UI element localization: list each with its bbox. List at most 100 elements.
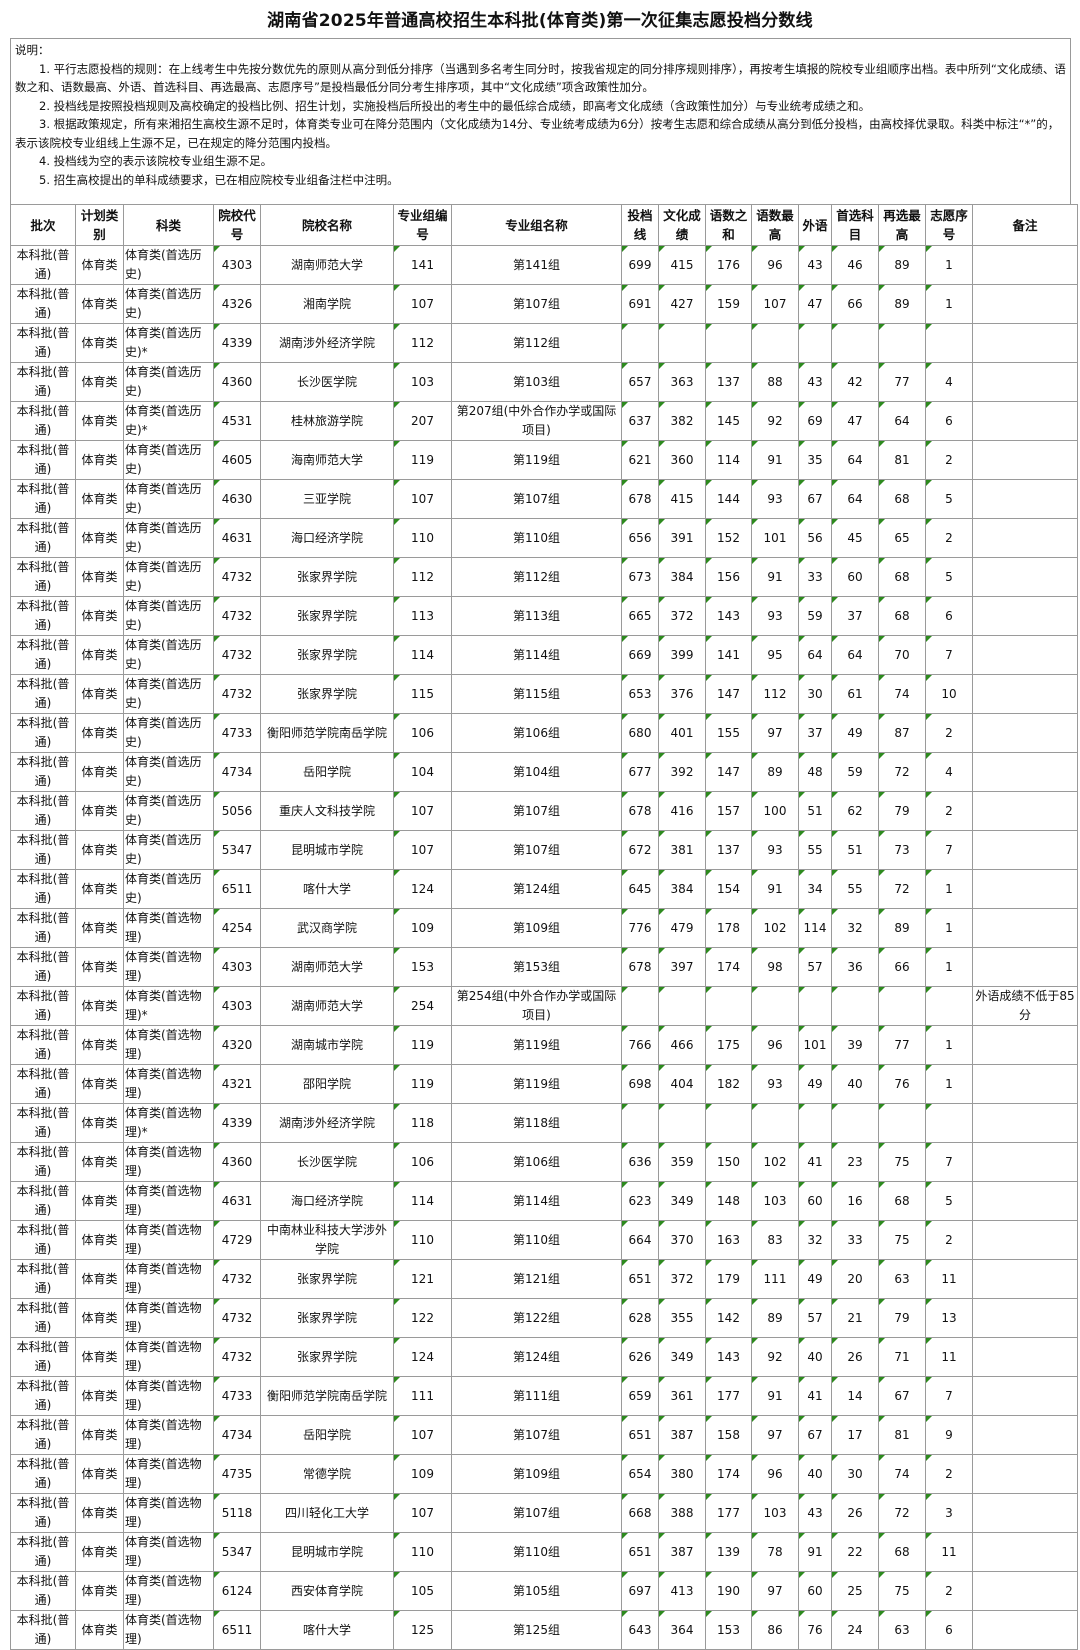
- cell-first-subject: 37: [831, 596, 879, 636]
- cell-school-code: 4733: [213, 713, 261, 753]
- cell-cutoff-score: 659: [621, 1376, 659, 1416]
- cell-group-name: 第107组: [451, 1493, 622, 1533]
- cell-group-number: 103: [393, 362, 452, 402]
- cell-foreign-language: 56: [798, 518, 832, 558]
- cell-plan-type: 体育类: [75, 1103, 124, 1143]
- cell-group-name: 第115组: [451, 674, 622, 714]
- cell-school-code: 4320: [213, 1025, 261, 1065]
- cell-culture-score: 360: [658, 440, 706, 480]
- cell-culture-score: 384: [658, 869, 706, 909]
- cell-batch: 本科批(普通): [10, 986, 76, 1026]
- cell-group-name: 第103组: [451, 362, 622, 402]
- cell-second-subject-max: 70: [878, 635, 926, 675]
- cell-school-name: 张家界学院: [260, 596, 394, 636]
- cell-first-subject: 16: [831, 1181, 879, 1221]
- cell-group-number: 107: [393, 830, 452, 870]
- cell-culture-score: 392: [658, 752, 706, 792]
- cell-culture-score: 415: [658, 479, 706, 519]
- cell-plan-type: 体育类: [75, 674, 124, 714]
- cell-remarks: [972, 1337, 1078, 1377]
- cell-school-code: 4732: [213, 1337, 261, 1377]
- table-row: 本科批(普通) 体育类 体育类(首选历史) 4360 长沙医学院 103 第103组 657 3…: [10, 362, 1078, 402]
- cell-group-name: 第110组: [451, 518, 622, 558]
- table-row: 本科批(普通) 体育类 体育类(首选历史) 4732 张家界学院 114 第114组 669 3…: [10, 635, 1078, 675]
- cell-group-number: 141: [393, 245, 452, 285]
- cell-remarks: [972, 674, 1078, 714]
- cell-culture-score: [658, 1103, 706, 1143]
- cell-preference-order: 6: [925, 401, 973, 441]
- cell-plan-type: 体育类: [75, 1142, 124, 1182]
- cell-school-name: 张家界学院: [260, 635, 394, 675]
- cell-cutoff-score: [621, 1103, 659, 1143]
- cell-remarks: [972, 869, 1078, 909]
- cell-school-name: 张家界学院: [260, 1259, 394, 1299]
- cell-group-name: 第141组: [451, 245, 622, 285]
- table-row: 本科批(普通) 体育类 体育类(首选历史) 5056 重庆人文科技学院 107 第107组 6…: [10, 791, 1078, 831]
- table-row: 本科批(普通) 体育类 体育类(首选历史) 4605 海南师范大学 119 第119组 621…: [10, 440, 1078, 480]
- cell-chinese-math-sum: 139: [705, 1532, 752, 1572]
- table-row: 本科批(普通) 体育类 体育类(首选物理) 4735 常德学院 109 第109组 654 38…: [10, 1454, 1078, 1494]
- cell-chinese-math-max: 97: [751, 713, 799, 753]
- cell-chinese-math-max: 96: [751, 1454, 799, 1494]
- cell-group-name: 第119组: [451, 1064, 622, 1104]
- cell-chinese-math-max: 93: [751, 830, 799, 870]
- cell-remarks: [972, 1532, 1078, 1572]
- cell-second-subject-max: 72: [878, 869, 926, 909]
- cell-plan-type: 体育类: [75, 323, 124, 363]
- cell-batch: 本科批(普通): [10, 245, 76, 285]
- cell-group-name: 第106组: [451, 713, 622, 753]
- cell-subject: 体育类(首选物理): [123, 1493, 214, 1533]
- cell-second-subject-max: 89: [878, 284, 926, 324]
- cell-chinese-math-max: 92: [751, 401, 799, 441]
- cell-preference-order: 11: [925, 1259, 973, 1299]
- cell-foreign-language: 57: [798, 947, 832, 987]
- cell-second-subject-max: 72: [878, 752, 926, 792]
- cell-culture-score: 416: [658, 791, 706, 831]
- cell-second-subject-max: 65: [878, 518, 926, 558]
- cell-school-name: 张家界学院: [260, 1337, 394, 1377]
- cell-foreign-language: [798, 323, 832, 363]
- cell-batch: 本科批(普通): [10, 362, 76, 402]
- cell-preference-order: 1: [925, 869, 973, 909]
- cell-foreign-language: 91: [798, 1532, 832, 1572]
- cell-group-name: 第107组: [451, 479, 622, 519]
- cell-school-name: 张家界学院: [260, 557, 394, 597]
- cell-culture-score: 399: [658, 635, 706, 675]
- table-row: 本科批(普通) 体育类 体育类(首选历史) 4326 湘南学院 107 第107组 691 42…: [10, 284, 1078, 324]
- cell-first-subject: 60: [831, 557, 879, 597]
- cell-foreign-language: 69: [798, 401, 832, 441]
- cell-chinese-math-sum: [705, 1103, 752, 1143]
- cell-plan-type: 体育类: [75, 596, 124, 636]
- cell-second-subject-max: 76: [878, 1064, 926, 1104]
- cell-foreign-language: 60: [798, 1181, 832, 1221]
- cell-group-name: 第104组: [451, 752, 622, 792]
- cell-subject: 体育类(首选历史): [123, 362, 214, 402]
- cell-remarks: [972, 479, 1078, 519]
- cell-first-subject: 55: [831, 869, 879, 909]
- cell-second-subject-max: 72: [878, 1493, 926, 1533]
- cell-chinese-math-max: 83: [751, 1220, 799, 1260]
- cell-school-name: 湖南师范大学: [260, 245, 394, 285]
- table-row: 本科批(普通) 体育类 体育类(首选物理)* 4303 湖南师范大学 254 第254组(中…: [10, 986, 1078, 1026]
- cell-foreign-language: 51: [798, 791, 832, 831]
- cell-cutoff-score: 623: [621, 1181, 659, 1221]
- cell-chinese-math-sum: 155: [705, 713, 752, 753]
- cell-culture-score: 361: [658, 1376, 706, 1416]
- cell-chinese-math-sum: 175: [705, 1025, 752, 1065]
- cell-school-code: 6124: [213, 1571, 261, 1611]
- cell-chinese-math-sum: 148: [705, 1181, 752, 1221]
- cell-remarks: [972, 830, 1078, 870]
- cell-group-number: 112: [393, 557, 452, 597]
- cell-second-subject-max: 89: [878, 245, 926, 285]
- cell-cutoff-score: 626: [621, 1337, 659, 1377]
- cell-cutoff-score: 669: [621, 635, 659, 675]
- cell-second-subject-max: 79: [878, 1298, 926, 1338]
- cell-first-subject: 49: [831, 713, 879, 753]
- cell-group-name: 第125组: [451, 1610, 622, 1650]
- cell-subject: 体育类(首选物理): [123, 1532, 214, 1572]
- note-item: 5. 招生高校提出的单科成绩要求，已在相应院校专业组备注栏中注明。: [39, 172, 399, 187]
- cell-foreign-language: 37: [798, 713, 832, 753]
- cell-school-code: 5118: [213, 1493, 261, 1533]
- note-item: 1. 平行志愿投档的规则：在上线考生中先按分数优先的原则从高分到低分排序（当遇到…: [15, 61, 1066, 95]
- cell-chinese-math-max: 93: [751, 479, 799, 519]
